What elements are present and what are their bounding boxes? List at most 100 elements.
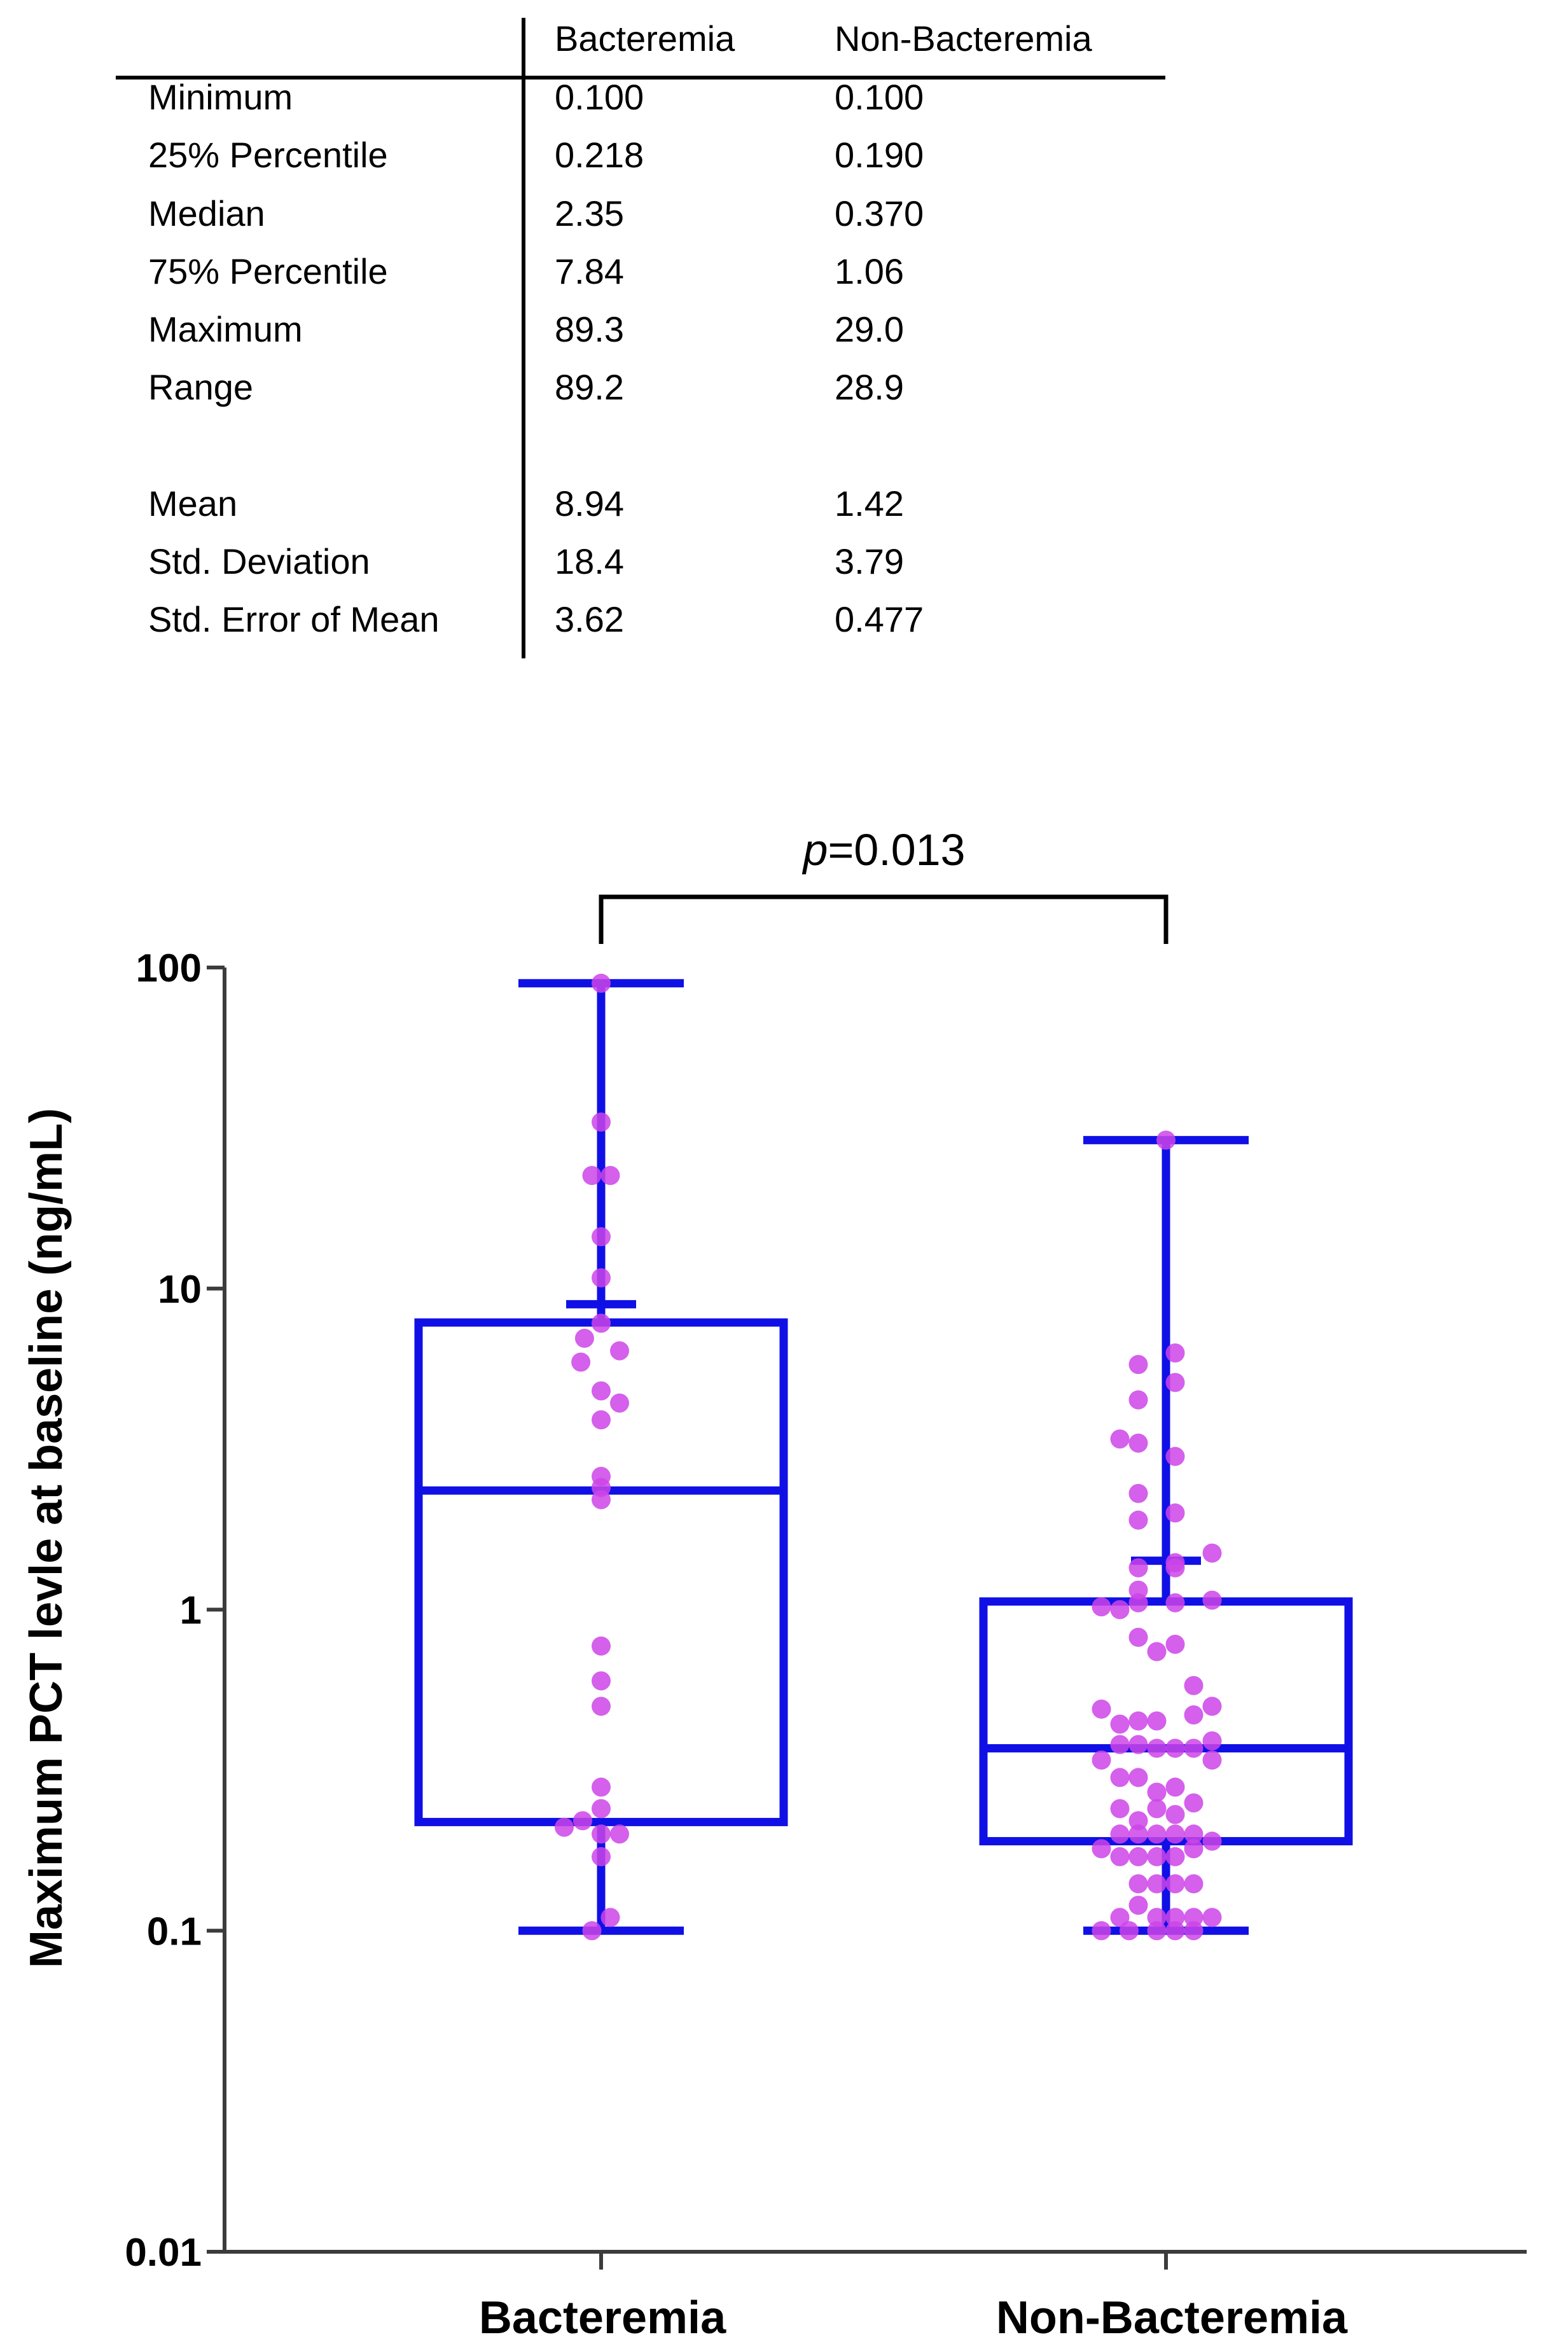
data-point-non-bacteremia-66 [1147,1908,1167,1927]
data-point-non-bacteremia-33 [1128,1735,1148,1754]
data-point-non-bacteremia-24 [1092,1699,1111,1719]
y-tick-label-1: 0.1 [147,1910,202,1953]
data-point-bacteremia-18 [592,1696,611,1716]
row-range-non-bacteremia: 28.9 [835,367,904,407]
row-maximum-non-bacteremia: 29.0 [835,309,904,349]
y-tick-label-0: 0.01 [125,2231,202,2275]
row-minimum-bacteremia: 0.100 [555,77,644,117]
x-tick-label-bacteremia: Bacteremia [479,2292,726,2343]
data-point-non-bacteremia-41 [1147,1782,1167,1802]
data-point-non-bacteremia-29 [1184,1705,1204,1725]
data-point-bacteremia-24 [610,1824,629,1844]
data-point-non-bacteremia-7 [1165,1446,1185,1466]
data-point-non-bacteremia-20 [1202,1590,1222,1610]
stats-table: Bacteremia Non-Bacteremia Minimum 0.100 … [116,18,1165,658]
row-label-75-percentile: 75% Percentile [148,251,388,291]
data-point-non-bacteremia-0 [1156,1130,1176,1150]
row-range-bacteremia: 89.2 [555,367,624,407]
data-point-non-bacteremia-32 [1110,1735,1130,1754]
data-point-bacteremia-8 [571,1352,591,1372]
data-point-bacteremia-1 [592,1113,611,1132]
data-point-non-bacteremia-67 [1165,1908,1185,1927]
data-point-non-bacteremia-52 [1165,1824,1185,1844]
data-point-non-bacteremia-74 [1184,1921,1204,1941]
row-label-maximum: Maximum [148,309,303,349]
data-point-non-bacteremia-6 [1128,1433,1148,1453]
data-point-non-bacteremia-54 [1202,1831,1222,1851]
data-point-non-bacteremia-35 [1165,1738,1185,1758]
box-plots [414,979,1353,1935]
row-std-deviation-bacteremia: 18.4 [555,541,624,581]
p-value-number: =0.013 [828,825,965,875]
data-point-non-bacteremia-42 [1165,1777,1185,1797]
x-tick-label-non-bacteremia: Non-Bacteremia [996,2292,1348,2343]
data-point-non-bacteremia-56 [1128,1847,1148,1866]
row-label-minimum: Minimum [148,77,293,117]
y-axis-ticks: 0.01 0.1 1 10 100 [125,947,225,2275]
data-point-non-bacteremia-55 [1110,1847,1130,1866]
data-point-non-bacteremia-16 [1092,1597,1111,1617]
data-point-non-bacteremia-34 [1147,1738,1167,1758]
row-25-percentile-non-bacteremia: 0.190 [835,135,924,175]
data-point-bacteremia-21 [555,1817,574,1837]
row-mean-non-bacteremia: 1.42 [835,483,904,524]
data-point-bacteremia-12 [592,1410,611,1430]
data-point-non-bacteremia-27 [1147,1711,1167,1731]
data-point-non-bacteremia-21 [1128,1628,1148,1647]
data-point-non-bacteremia-2 [1165,1343,1185,1363]
data-point-bacteremia-7 [592,1314,611,1333]
data-point-non-bacteremia-9 [1165,1503,1185,1523]
data-point-non-bacteremia-68 [1184,1908,1204,1927]
data-point-non-bacteremia-43 [1184,1793,1204,1813]
data-point-non-bacteremia-63 [1184,1874,1204,1894]
data-point-non-bacteremia-30 [1202,1696,1222,1716]
data-point-non-bacteremia-38 [1202,1750,1222,1770]
data-point-non-bacteremia-60 [1128,1874,1148,1894]
row-label-mean: Mean [148,483,237,524]
p-value-symbol: p [802,825,828,875]
data-point-non-bacteremia-3 [1165,1373,1185,1392]
data-point-bacteremia-16 [592,1636,611,1656]
data-point-non-bacteremia-72 [1147,1921,1167,1941]
data-point-bacteremia-2 [582,1165,602,1185]
data-point-non-bacteremia-22 [1147,1642,1167,1661]
data-point-bacteremia-6 [574,1328,594,1348]
data-point-non-bacteremia-50 [1128,1824,1148,1844]
data-point-bacteremia-26 [600,1908,620,1927]
data-point-non-bacteremia-44 [1110,1799,1130,1819]
data-point-non-bacteremia-19 [1165,1593,1185,1612]
data-point-non-bacteremia-1 [1128,1355,1148,1375]
data-point-bacteremia-9 [610,1341,629,1361]
row-median-non-bacteremia: 0.370 [835,193,924,233]
p-value-label: p=0.013 [802,825,966,875]
data-point-non-bacteremia-40 [1128,1768,1148,1787]
data-point-non-bacteremia-70 [1092,1921,1111,1941]
data-point-non-bacteremia-65 [1128,1896,1148,1915]
data-point-non-bacteremia-17 [1110,1600,1130,1619]
data-point-non-bacteremia-62 [1165,1874,1185,1894]
data-point-bacteremia-0 [592,973,611,993]
data-point-non-bacteremia-45 [1128,1811,1148,1831]
data-point-non-bacteremia-31 [1092,1750,1111,1770]
data-point-non-bacteremia-61 [1147,1874,1167,1894]
row-std-error-non-bacteremia: 0.477 [835,599,924,639]
data-point-non-bacteremia-14 [1165,1558,1185,1578]
data-point-bacteremia-15 [592,1490,611,1509]
data-point-bacteremia-20 [592,1799,611,1819]
data-point-non-bacteremia-8 [1128,1483,1148,1503]
data-point-bacteremia-3 [600,1165,620,1185]
data-point-non-bacteremia-25 [1110,1714,1130,1734]
data-point-bacteremia-23 [592,1824,611,1844]
data-point-non-bacteremia-26 [1128,1711,1148,1731]
data-point-bacteremia-27 [582,1921,602,1941]
data-point-bacteremia-25 [592,1847,611,1866]
data-point-non-bacteremia-53 [1184,1824,1204,1844]
significance-bracket [599,894,1169,944]
data-point-non-bacteremia-73 [1165,1921,1185,1941]
data-point-bacteremia-11 [610,1393,629,1413]
data-point-bacteremia-4 [592,1227,611,1247]
data-point-non-bacteremia-58 [1165,1847,1185,1866]
row-minimum-non-bacteremia: 0.100 [835,77,924,117]
data-point-non-bacteremia-4 [1128,1390,1148,1410]
data-point-non-bacteremia-36 [1184,1738,1204,1758]
